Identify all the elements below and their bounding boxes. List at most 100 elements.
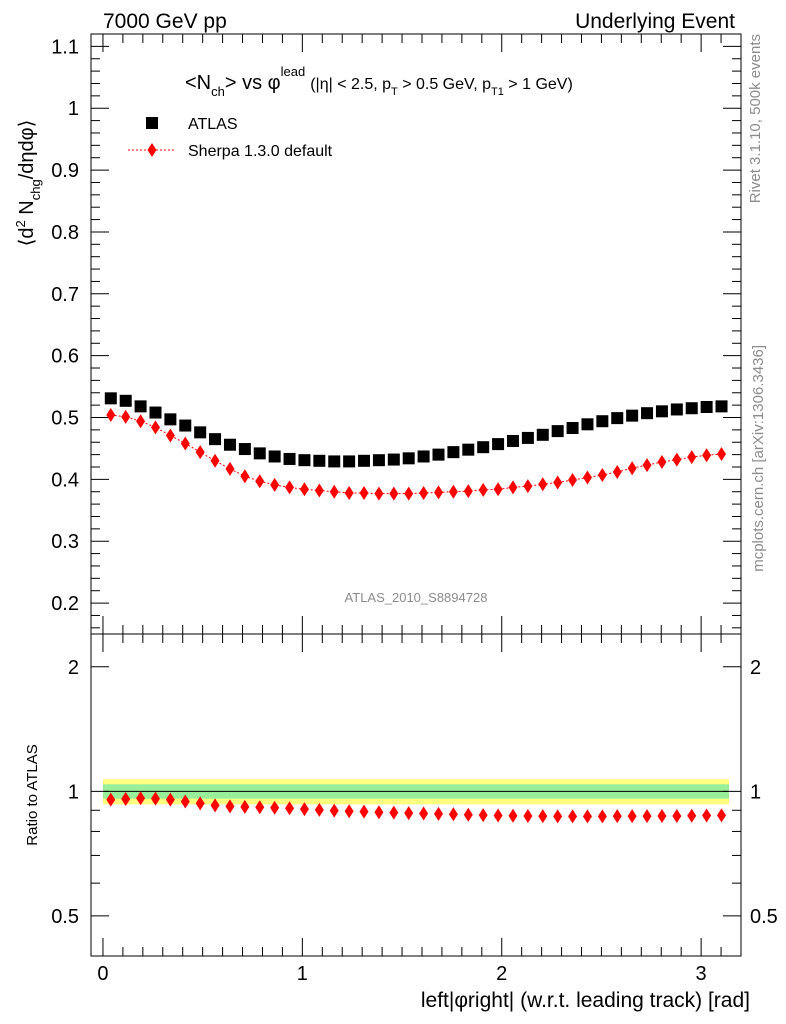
legend-marker-atlas	[146, 117, 158, 129]
atlas-point	[596, 415, 609, 428]
ratio-point	[285, 801, 295, 816]
main-title: <Nch> vs φlead (|η| < 2.5, pT > 0.5 GeV, …	[185, 64, 573, 99]
ratio-point	[180, 794, 190, 809]
sherpa-point	[478, 482, 488, 497]
sherpa-point	[553, 475, 563, 490]
main-y-tick-label: 0.3	[51, 531, 79, 553]
x-tick-label: 3	[696, 963, 707, 985]
sherpa-point	[672, 452, 682, 467]
sherpa-point	[136, 414, 146, 429]
ratio-point	[344, 804, 354, 819]
ratio-y-tick-label-right: 1	[750, 781, 761, 803]
ratio-point	[642, 809, 652, 824]
sherpa-point	[225, 461, 235, 476]
atlas-point	[641, 407, 654, 420]
sherpa-point	[687, 450, 697, 465]
sherpa-point	[344, 485, 354, 500]
x-axis-label: left|φright| (w.r.t. leading track) [rad…	[421, 989, 750, 1012]
ratio-point	[240, 799, 250, 814]
sherpa-point	[255, 474, 265, 489]
atlas-point	[283, 452, 296, 465]
ratio-point	[478, 808, 488, 823]
analysis-watermark: ATLAS_2010_S8894728	[345, 590, 488, 605]
ratio-point	[106, 792, 116, 807]
sherpa-point	[717, 447, 727, 461]
atlas-point	[238, 443, 251, 456]
sherpa-point	[508, 480, 518, 495]
atlas-point	[492, 438, 505, 451]
sherpa-point	[150, 420, 160, 435]
sherpa-point	[523, 479, 533, 494]
main-y-axis-label: ⟨d2 Nchg/dηdφ⟩	[13, 120, 43, 247]
ylabel-part-a: ⟨d	[16, 227, 38, 246]
sherpa-point	[404, 486, 414, 501]
atlas-point	[477, 441, 490, 454]
atlas-point	[655, 405, 668, 418]
main-ticks	[91, 34, 741, 634]
ratio-point	[195, 796, 205, 811]
ratio-point	[657, 808, 667, 823]
ratio-point	[434, 806, 444, 821]
legend-label-sherpa: Sherpa 1.3.0 default	[188, 143, 333, 160]
sherpa-point	[165, 428, 175, 443]
atlas-point	[119, 394, 132, 407]
ylabel-part-b: N	[16, 200, 38, 220]
ratio-frame	[90, 633, 742, 957]
sherpa-point	[702, 448, 712, 463]
ratio-point	[597, 809, 607, 824]
ratio-point	[255, 800, 265, 815]
ylabel-sub: chg	[28, 179, 43, 200]
main-y-tick-labels: 0.2 0.3 0.4 0.5 0.6 0.7 0.8 0.9 1 1.1	[51, 36, 79, 615]
ratio-point	[314, 802, 324, 817]
ratio-y-axis-label: Ratio to ATLAS	[24, 744, 41, 845]
atlas-point	[432, 448, 445, 461]
atlas-point	[134, 400, 147, 413]
title-sub-t: T	[391, 86, 398, 98]
main-y-tick-label: 1	[68, 98, 79, 120]
ratio-y-tick-label: 2	[68, 657, 79, 679]
atlas-point	[268, 450, 281, 463]
atlas-point	[700, 400, 713, 413]
sherpa-point	[195, 445, 205, 460]
ratio-y-tick-labels: 0.5 0.5 1 1 2 2	[51, 657, 778, 928]
ratio-point	[136, 791, 146, 806]
sherpa-point	[597, 468, 607, 483]
atlas-point	[402, 452, 415, 465]
sherpa-point	[374, 486, 384, 501]
sherpa-point	[180, 436, 190, 451]
atlas-point	[372, 454, 385, 467]
x-tick-label: 0	[97, 963, 108, 985]
x-tick-label: 1	[297, 963, 308, 985]
ratio-x-tick-labels: 0 1 2 3	[97, 963, 706, 985]
main-y-tick-label: 0.4	[51, 469, 79, 491]
atlas-point	[521, 431, 534, 444]
atlas-point	[298, 454, 311, 467]
sherpa-point	[568, 472, 578, 487]
atlas-point	[328, 455, 341, 468]
ratio-point	[687, 808, 697, 823]
ratio-y-tick-label: 0.5	[51, 906, 79, 928]
ratio-point	[463, 807, 473, 822]
sherpa-point	[314, 483, 324, 498]
main-data	[104, 392, 728, 501]
ratio-panel: 0.5 0.5 1 1 2 2 0 1 2 3 Ratio to ATLAS left|φrig…	[24, 633, 778, 1012]
ratio-point	[553, 809, 563, 824]
main-y-tick-label: 0.6	[51, 346, 79, 368]
atlas-point	[104, 392, 117, 405]
ratio-point	[508, 808, 518, 823]
sherpa-point	[121, 409, 131, 424]
header-right: Underlying Event	[575, 10, 735, 33]
atlas-point	[358, 454, 371, 467]
ratio-point	[404, 806, 414, 821]
sherpa-point	[538, 477, 548, 492]
ratio-y-tick-label-right: 2	[750, 657, 761, 679]
ratio-point	[121, 792, 131, 807]
legend-marker-sherpa	[147, 143, 157, 157]
sherpa-point	[612, 464, 622, 479]
title-mid: > vs φ	[225, 72, 281, 94]
atlas-point	[536, 428, 549, 441]
ratio-y-tick-label: 1	[68, 781, 79, 803]
title-sup: lead	[281, 64, 306, 79]
atlas-point	[581, 418, 594, 431]
ratio-point	[538, 809, 548, 824]
